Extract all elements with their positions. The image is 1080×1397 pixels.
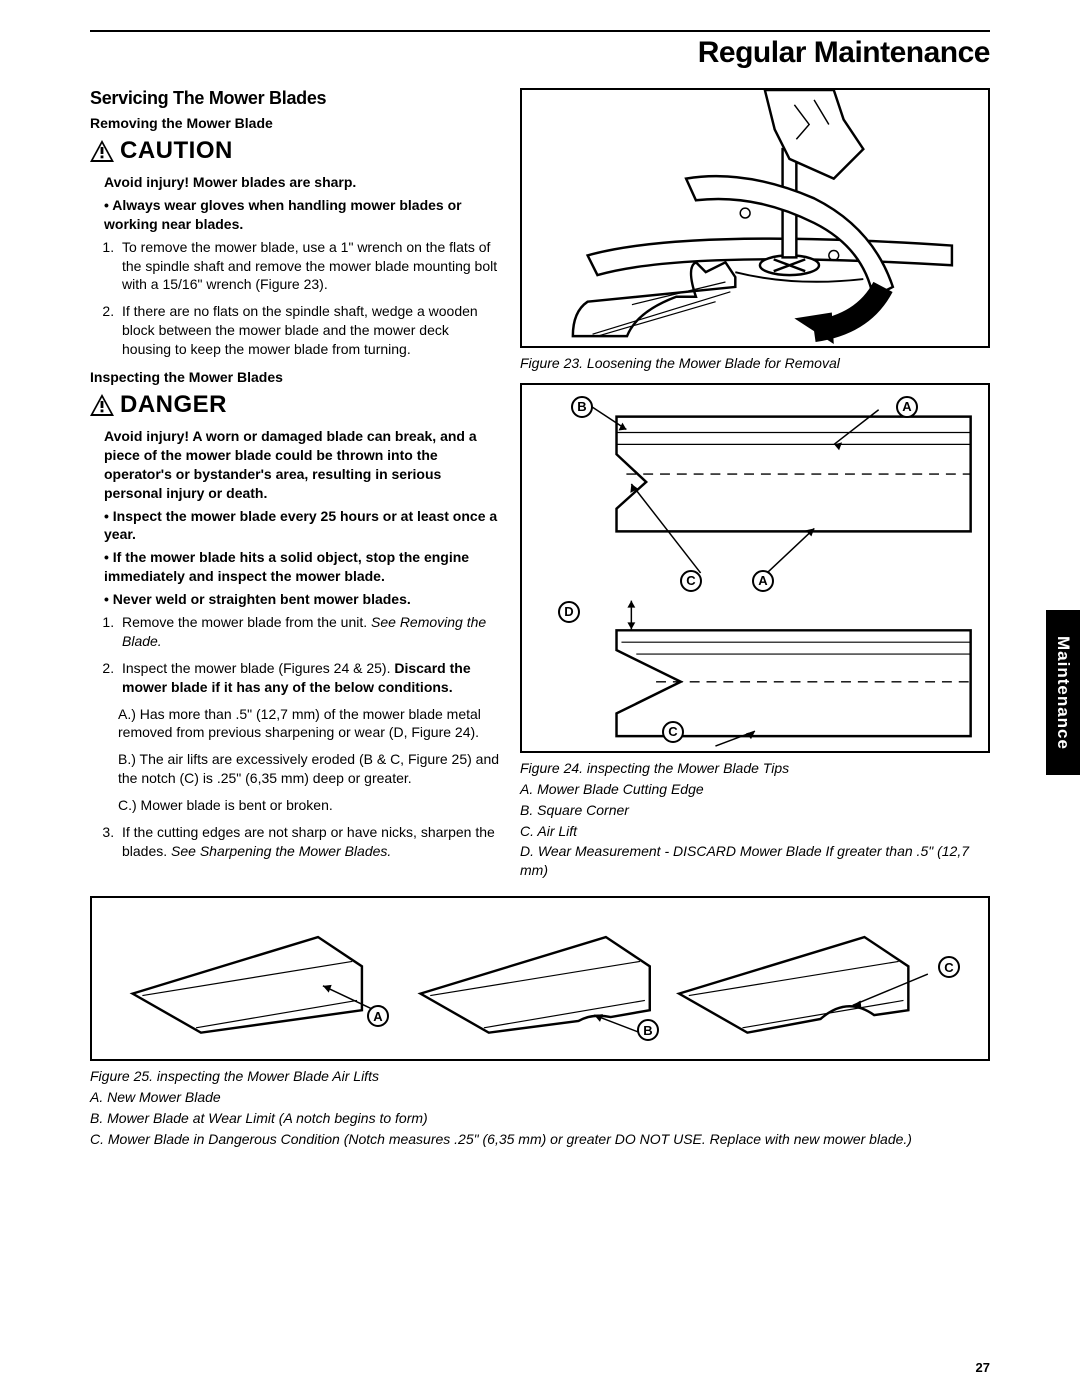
- remove-steps-list: To remove the mower blade, use a 1" wren…: [118, 238, 500, 359]
- right-column: Figure 23. Loosening the Mower Blade for…: [520, 88, 990, 882]
- left-column: Servicing The Mower Blades Removing the …: [90, 88, 500, 882]
- figure-25-box: A B C: [90, 896, 990, 1061]
- figure-24-b: B. Square Corner: [520, 801, 990, 820]
- inspect-s2A: A.) Has more than .5" (12,7 mm) of the m…: [118, 705, 500, 743]
- figure-24-box: B A C A D C: [520, 383, 990, 753]
- figure-24-illustration: [522, 385, 988, 751]
- fig24-label-C2: C: [662, 721, 684, 743]
- figure-24-a: A. Mower Blade Cutting Edge: [520, 780, 990, 799]
- caution-block: CAUTION: [90, 137, 500, 165]
- inspect-s3b: See Sharpening the Mower Blades.: [171, 843, 391, 859]
- warning-triangle-icon: [90, 140, 114, 162]
- fig24-label-B: B: [571, 396, 593, 418]
- fig24-label-C1: C: [680, 570, 702, 592]
- danger-label: DANGER: [90, 391, 500, 419]
- subheading-inspecting: Inspecting the Mower Blades: [90, 369, 500, 385]
- figure-23-illustration: [522, 90, 988, 346]
- caution-label: CAUTION: [90, 137, 500, 165]
- inspect-step-1: Remove the mower blade from the unit. Se…: [118, 613, 500, 651]
- header-rule: [90, 30, 990, 32]
- section-heading: Servicing The Mower Blades: [90, 88, 500, 109]
- figure-25-b: B. Mower Blade at Wear Limit (A notch be…: [90, 1109, 990, 1128]
- inspect-step-2: Inspect the mower blade (Figures 24 & 25…: [118, 659, 500, 697]
- figure-25-illustration: [92, 898, 988, 1059]
- danger-bullet2: • If the mower blade hits a solid object…: [104, 548, 500, 586]
- inspect-s1a: Remove the mower blade from the unit.: [122, 614, 371, 630]
- figure-25-a: A. New Mower Blade: [90, 1088, 990, 1107]
- remove-step-1: To remove the mower blade, use a 1" wren…: [118, 238, 500, 295]
- page-number: 27: [976, 1360, 990, 1375]
- danger-bullet3: • Never weld or straighten bent mower bl…: [104, 590, 500, 609]
- remove-step-2: If there are no flats on the spindle sha…: [118, 302, 500, 359]
- inspect-s2B: B.) The air lifts are excessively eroded…: [118, 750, 500, 788]
- figure-23-box: [520, 88, 990, 348]
- caution-bullet1: • Always wear gloves when handling mower…: [104, 196, 500, 234]
- figure-25-c: C. Mower Blade in Dangerous Condition (N…: [90, 1130, 990, 1149]
- figure-25-caption: Figure 25. inspecting the Mower Blade Ai…: [90, 1067, 990, 1086]
- inspect-steps-list-3: If the cutting edges are not sharp or ha…: [118, 823, 500, 861]
- figure-23-caption: Figure 23. Loosening the Mower Blade for…: [520, 354, 990, 373]
- warning-triangle-icon: [90, 394, 114, 416]
- subheading-removing: Removing the Mower Blade: [90, 115, 500, 131]
- inspect-step-3: If the cutting edges are not sharp or ha…: [118, 823, 500, 861]
- inspect-s2a: Inspect the mower blade (Figures 24 & 25…: [122, 660, 394, 676]
- fig24-label-D: D: [558, 601, 580, 623]
- inspect-s2C: C.) Mower blade is bent or broken.: [118, 796, 500, 815]
- caution-text: CAUTION: [120, 137, 233, 165]
- figure-24-caption: Figure 24. inspecting the Mower Blade Ti…: [520, 759, 990, 778]
- page-header-title: Regular Maintenance: [90, 36, 990, 70]
- figure-24-d: D. Wear Measurement - DISCARD Mower Blad…: [520, 842, 990, 880]
- section-tab: Maintenance: [1046, 610, 1080, 775]
- fig24-label-A2: A: [752, 570, 774, 592]
- danger-para1: Avoid injury! A worn or damaged blade ca…: [104, 427, 500, 503]
- fig24-label-A1: A: [896, 396, 918, 418]
- figure-24-c: C. Air Lift: [520, 822, 990, 841]
- danger-block: DANGER: [90, 391, 500, 419]
- inspect-steps-list: Remove the mower blade from the unit. Se…: [118, 613, 500, 697]
- danger-bullet1: • Inspect the mower blade every 25 hours…: [104, 507, 500, 545]
- danger-text: DANGER: [120, 391, 227, 419]
- caution-line1: Avoid injury! Mower blades are sharp.: [104, 173, 500, 192]
- section-tab-label: Maintenance: [1053, 636, 1073, 750]
